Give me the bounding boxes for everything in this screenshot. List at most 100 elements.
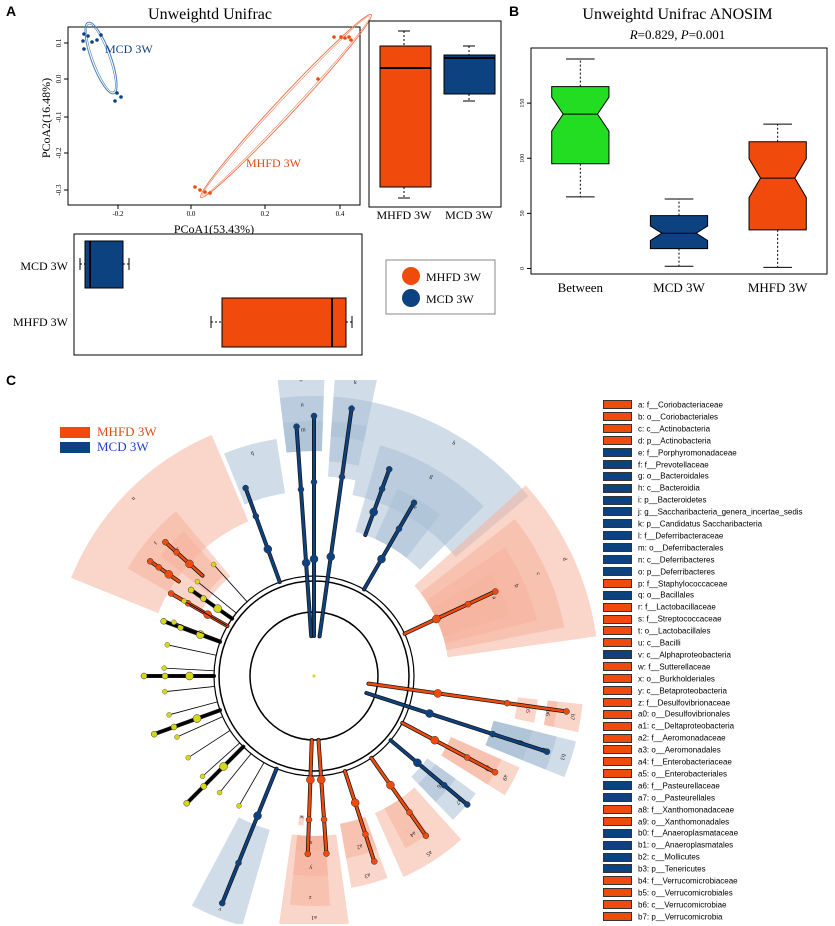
taxa-legend-label: a7: o__Pasteurellales — [638, 793, 715, 803]
tree-leaf-branch — [202, 742, 240, 777]
box-body — [748, 141, 807, 231]
tree-node — [378, 485, 386, 493]
cladogram: ufrqonmkjihgedcbab7b6b5b3b2b1a9a8a7a6a5a… — [71, 380, 597, 924]
panel-b-label: B — [509, 3, 520, 19]
tree-node — [185, 671, 194, 681]
panel-a-title: Unweightd Unifrac — [148, 6, 272, 23]
taxa-legend-item: a4: f__Enterobacteriaceae — [603, 757, 732, 771]
y-tick-label: -0.1 — [55, 111, 63, 123]
pcoa-y-axis-label: PCoA2(16.48%) — [39, 78, 53, 158]
taxa-legend-label: q: o__Bacillales — [638, 590, 695, 600]
taxa-legend-label: e: f__Porphyromonadaceae — [638, 447, 737, 457]
tree-node — [151, 730, 158, 738]
tree-node — [305, 816, 313, 823]
clade-sector-label: r — [175, 546, 181, 552]
clade-sector-label: a3 — [364, 871, 371, 878]
y-tick-label: 0.1 — [55, 38, 63, 47]
pcoa2-category-label: MCD 3W — [445, 208, 493, 222]
taxa-legend-item: h: c__Bacteroidia — [603, 483, 700, 497]
tree-node — [187, 586, 195, 594]
mhfd-points — [193, 35, 353, 195]
clade-sector-label: b6 — [544, 709, 551, 716]
taxa-legend-item: g: o__Bacteroidales — [603, 471, 709, 485]
taxa-legend-item: x: o__Burkholderiales — [603, 674, 715, 688]
taxa-legend-swatch — [603, 590, 632, 600]
taxa-legend-item: l: f__Deferribacteraceae — [603, 531, 723, 545]
y-tick-label: 0 — [520, 267, 526, 270]
taxa-legend-item: v: c__Alphaproteobacteria — [603, 650, 731, 664]
tree-node — [200, 595, 207, 602]
taxa-legend-swatch — [603, 400, 632, 410]
taxa-legend-label: a6: f__Pasteurellaceae — [638, 781, 720, 791]
taxa-legend-item: a9: o__Xanthomonadales — [603, 816, 730, 831]
y-tick-label: 0.0 — [55, 74, 63, 83]
tree-node — [492, 588, 499, 595]
panel-a-graphics: -0.2 0.0 0.2 0.4 0.1 0.0 -0.1 -0.2 -0.3 … — [13, 13, 502, 356]
taxa-legend-swatch — [603, 543, 632, 553]
tree-node — [242, 484, 249, 492]
mcd-ellipse — [84, 21, 118, 95]
taxa-legend-label: a9: o__Xanthomonadales — [638, 816, 730, 826]
clade-sector-label: u — [130, 495, 136, 501]
tree-node — [463, 801, 471, 808]
x-tick-label: 0.0 — [187, 210, 196, 218]
tree-branch-fill — [153, 708, 222, 736]
taxa-legend-label: h: c__Bacteroidia — [638, 483, 700, 493]
x-tick-label: 0.2 — [261, 210, 270, 218]
taxa-legend-label: b5: o__Verrucomicrobiales — [638, 888, 733, 898]
tree-leaf-node — [162, 688, 168, 695]
taxa-legend-item: a: f__Coriobacteriaceae — [603, 400, 723, 414]
y-tick-label: -0.3 — [55, 184, 63, 196]
taxa-legend-label: r: f__Lactobacillaceae — [638, 602, 716, 612]
tree-node — [263, 544, 273, 554]
tree-leaf-node — [161, 665, 167, 671]
tree-branch-fill — [343, 769, 376, 863]
tree-node — [410, 499, 418, 507]
tree-node — [464, 600, 472, 608]
clade-sector-label: a4 — [409, 830, 417, 838]
taxa-legend-label: b: o__Coriobacteriales — [638, 412, 719, 422]
taxa-legend-label: i: p__Bacteroidetes — [638, 495, 707, 505]
anosim-stats: R=0.829, P=0.001 — [520, 27, 835, 43]
tree-branch-fill — [306, 738, 314, 856]
tree-node — [543, 748, 551, 755]
tree-leaf-branch — [213, 564, 248, 602]
clade-sector-label: c — [535, 572, 542, 577]
panel-a-label: A — [6, 3, 17, 19]
mhfd-ellipse — [199, 13, 373, 199]
tree-node — [385, 466, 393, 473]
taxa-legend-item: b4: f__Verrucomicrobiaceae — [603, 876, 738, 890]
taxa-legend-label: b2: c__Mollicutes — [638, 852, 700, 862]
taxa-legend-label: x: o__Burkholderiales — [638, 674, 715, 684]
mhfd-group-name: MHFD 3W — [97, 424, 157, 440]
tree-node — [362, 831, 369, 838]
taxa-legend-label: w: f__Sutterellaceae — [638, 662, 711, 672]
tree-node — [173, 548, 180, 556]
taxa-legend-swatch — [603, 662, 632, 672]
taxa-legend-swatch — [603, 781, 632, 791]
tree-branch-fill — [401, 721, 497, 774]
group-legend-frame — [385, 259, 496, 315]
legend-mhfd-label: MHFD 3W — [426, 270, 482, 284]
taxa-legend-swatch — [603, 793, 632, 803]
tree-node — [433, 689, 443, 698]
y-tick-label: 50 — [520, 210, 526, 216]
clade-sector-q — [224, 438, 286, 505]
taxa-legend-label: g: o__Bacteroidales — [638, 471, 709, 481]
taxa-legend-item: o: p__Deferribacteres — [603, 566, 715, 581]
taxa-legend-swatch — [603, 555, 632, 565]
taxa-legend-label: n: c__Deferribacteres — [638, 555, 715, 565]
clade-sector-label: q — [250, 450, 254, 457]
taxa-legend-swatch — [603, 888, 632, 898]
clade-sector-label: a1 — [311, 914, 317, 920]
pcoa1-category-label: MHFD 3W — [13, 315, 69, 329]
taxa-legend-swatch — [603, 840, 632, 850]
tree-leaf-node — [171, 619, 177, 625]
taxa-legend-item: b: o__Coriobacteriales — [603, 412, 718, 426]
anosim-chart: 0 50 100 150 Between MCD 3W MHFD 3W — [520, 47, 828, 295]
tree-node — [192, 714, 202, 723]
tree-leaf-node — [181, 598, 187, 604]
taxa-legend-label: a4: f__Enterobacteriaceae — [638, 757, 732, 767]
tree-leaf-node — [164, 642, 170, 648]
x-tick-label: -0.2 — [112, 210, 124, 218]
